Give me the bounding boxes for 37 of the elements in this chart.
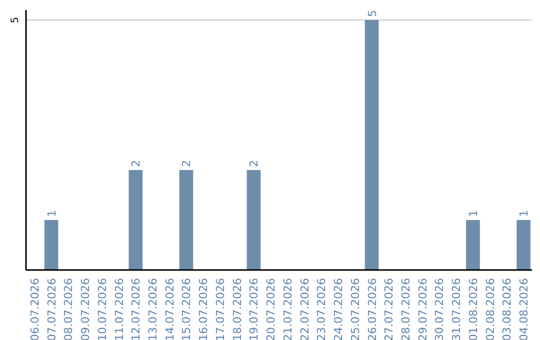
x-tick-label: 25.07.2026	[348, 278, 362, 340]
x-tick-label: 07.07.2026	[45, 278, 58, 340]
x-tick-label: 28.07.2026	[400, 278, 412, 340]
x-tick-label: 16.07.2026	[197, 278, 210, 340]
x-tick-label: 18.07.2026	[230, 278, 244, 340]
data-label: 2	[180, 160, 194, 167]
x-tick-label: 13.07.2026	[146, 278, 160, 340]
x-tick-label: 14.07.2026	[163, 278, 176, 340]
x-tick-label: 17.07.2026	[214, 278, 227, 340]
x-tick-label: 03.08.2026	[500, 278, 514, 340]
x-tick-label: 09.07.2026	[79, 278, 92, 340]
x-tick-label: 02.08.2026	[484, 278, 497, 340]
x-tick-label: 15.07.2026	[180, 278, 194, 340]
x-tick-label: 06.07.2026	[28, 278, 42, 340]
data-label: 1	[518, 210, 531, 217]
x-tick-label: 26.07.2026	[366, 278, 379, 340]
x-tick-label: 27.07.2026	[382, 278, 396, 340]
data-label: 2	[248, 160, 261, 167]
x-tick-label: 30.07.2026	[433, 278, 446, 340]
x-tick-label: 20.07.2026	[264, 278, 278, 340]
x-tick-label: 01.08.2026	[466, 278, 480, 340]
x-tick-label: 29.07.2026	[416, 278, 430, 340]
x-tick-label: 31.07.2026	[450, 278, 464, 340]
x-tick-label: 11.07.2026	[112, 278, 126, 340]
x-tick-label: 24.07.2026	[332, 278, 346, 340]
data-label: 2	[130, 160, 143, 167]
x-tick-label: 21.07.2026	[281, 278, 294, 340]
data-label: 1	[45, 210, 58, 217]
x-tick-label: 12.07.2026	[130, 278, 143, 340]
x-tick-label: 10.07.2026	[96, 278, 109, 340]
data-label: 5	[366, 10, 379, 17]
x-tick-label: 19.07.2026	[248, 278, 261, 340]
x-tick-label: 04.08.2026	[518, 278, 531, 340]
x-tick-label: 22.07.2026	[298, 278, 312, 340]
x-tick-label: 23.07.2026	[315, 278, 328, 340]
data-label: 1	[466, 210, 480, 217]
x-tick-label: 08.07.2026	[62, 278, 76, 340]
